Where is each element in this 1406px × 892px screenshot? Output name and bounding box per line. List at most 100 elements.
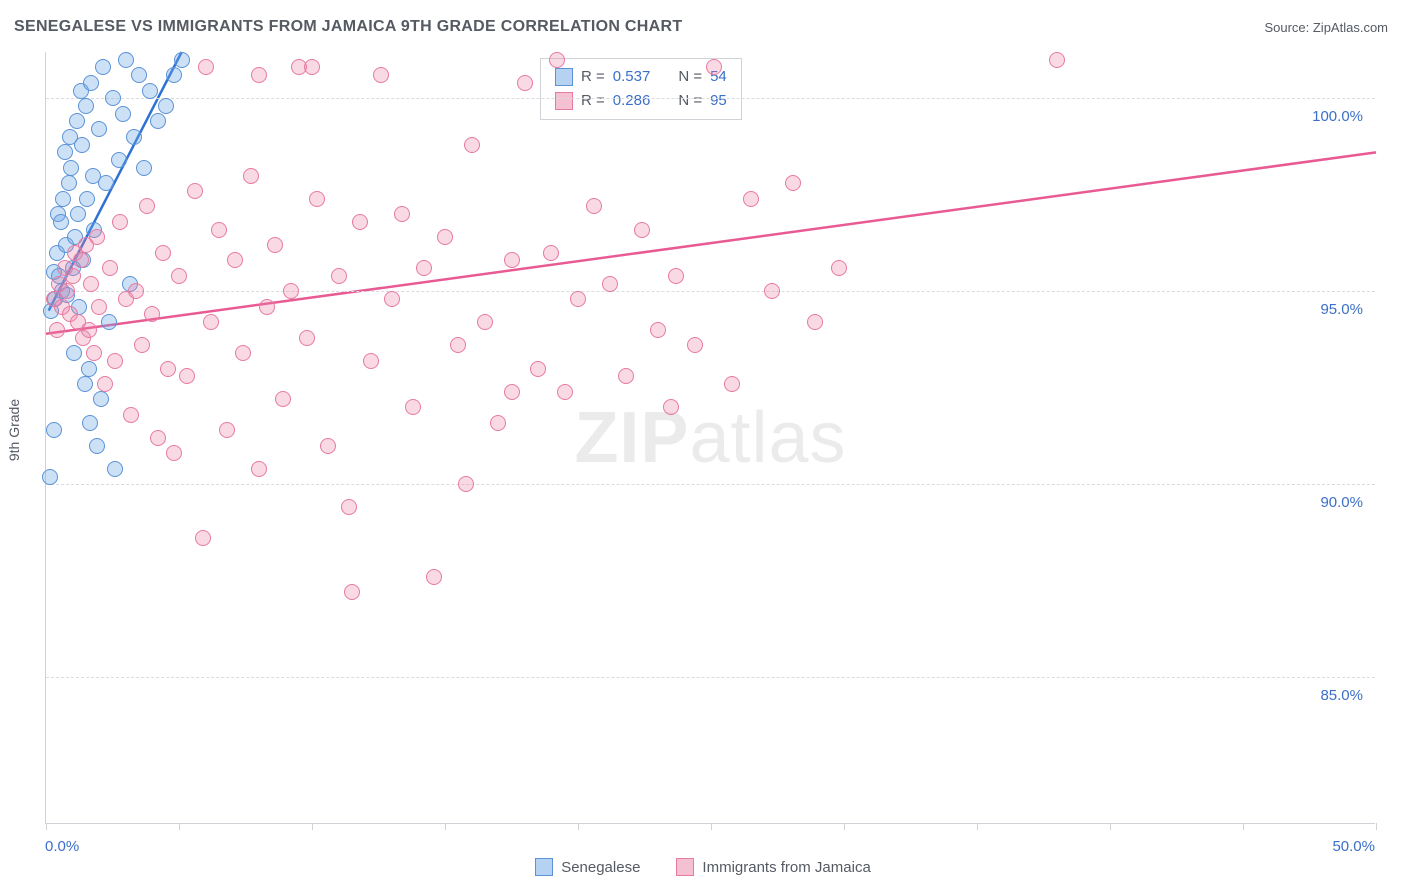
scatter-point — [1049, 52, 1065, 68]
scatter-point — [53, 214, 69, 230]
scatter-point — [211, 222, 227, 238]
scatter-point — [570, 291, 586, 307]
scatter-point — [82, 415, 98, 431]
trend-lines-layer — [46, 52, 1375, 823]
scatter-point — [101, 314, 117, 330]
scatter-point — [352, 214, 368, 230]
scatter-point — [504, 384, 520, 400]
scatter-point — [171, 268, 187, 284]
scatter-point — [105, 90, 121, 106]
scatter-point — [807, 314, 823, 330]
legend-r-label: R = — [581, 89, 605, 113]
scatter-point — [83, 75, 99, 91]
legend-series-label: Senegalese — [561, 859, 640, 876]
chart-title: SENEGALESE VS IMMIGRANTS FROM JAMAICA 9T… — [14, 18, 682, 36]
x-tick-label-min: 0.0% — [45, 838, 79, 855]
scatter-point — [320, 438, 336, 454]
scatter-point — [89, 438, 105, 454]
source-label: Source: ZipAtlas.com — [1264, 20, 1388, 35]
scatter-point — [81, 322, 97, 338]
scatter-point — [73, 252, 89, 268]
legend-n-label: N = — [678, 65, 702, 89]
legend-swatch — [555, 92, 573, 110]
scatter-point — [477, 314, 493, 330]
y-tick-label: 85.0% — [1320, 687, 1363, 704]
scatter-point — [235, 345, 251, 361]
legend-n-value: 95 — [710, 89, 727, 113]
scatter-point — [107, 461, 123, 477]
scatter-point — [251, 67, 267, 83]
legend-series-item: Immigrants from Jamaica — [676, 858, 870, 876]
legend-swatch — [676, 858, 694, 876]
x-tick — [1376, 823, 1377, 830]
scatter-point — [174, 52, 190, 68]
scatter-point — [331, 268, 347, 284]
scatter-point — [61, 175, 77, 191]
legend-row: R =0.286N =95 — [555, 89, 727, 113]
scatter-point — [70, 206, 86, 222]
scatter-point — [504, 252, 520, 268]
scatter-point — [490, 415, 506, 431]
scatter-point — [118, 52, 134, 68]
scatter-point — [309, 191, 325, 207]
legend-r-value: 0.286 — [613, 89, 651, 113]
scatter-point — [243, 168, 259, 184]
scatter-point — [155, 245, 171, 261]
legend-r-value: 0.537 — [613, 65, 651, 89]
scatter-point — [134, 337, 150, 353]
gridline-h — [46, 484, 1375, 485]
scatter-point — [77, 376, 93, 392]
scatter-point — [530, 361, 546, 377]
legend-swatch — [535, 858, 553, 876]
x-tick — [977, 823, 978, 830]
scatter-point — [517, 75, 533, 91]
scatter-point — [650, 322, 666, 338]
scatter-point — [267, 237, 283, 253]
scatter-point — [416, 260, 432, 276]
scatter-point — [743, 191, 759, 207]
x-tick — [312, 823, 313, 830]
scatter-point — [81, 361, 97, 377]
x-tick — [844, 823, 845, 830]
x-tick — [578, 823, 579, 830]
x-tick — [445, 823, 446, 830]
scatter-point — [259, 299, 275, 315]
scatter-point — [57, 144, 73, 160]
gridline-h — [46, 291, 1375, 292]
scatter-point — [203, 314, 219, 330]
scatter-point — [74, 137, 90, 153]
y-axis-label: 9th Grade — [6, 399, 22, 461]
scatter-point — [198, 59, 214, 75]
scatter-point — [384, 291, 400, 307]
scatter-point — [166, 67, 182, 83]
scatter-point — [42, 469, 58, 485]
x-tick — [179, 823, 180, 830]
legend-swatch — [555, 68, 573, 86]
scatter-point — [557, 384, 573, 400]
legend-series-item: Senegalese — [535, 858, 640, 876]
scatter-point — [78, 98, 94, 114]
x-tick — [711, 823, 712, 830]
x-tick — [1243, 823, 1244, 830]
scatter-point — [97, 376, 113, 392]
scatter-point — [283, 283, 299, 299]
scatter-point — [251, 461, 267, 477]
scatter-point — [142, 83, 158, 99]
legend-series-label: Immigrants from Jamaica — [702, 859, 870, 876]
x-tick — [1110, 823, 1111, 830]
scatter-point — [65, 268, 81, 284]
scatter-point — [618, 368, 634, 384]
scatter-point — [158, 98, 174, 114]
scatter-point — [160, 361, 176, 377]
gridline-h — [46, 98, 1375, 99]
scatter-plot-area: ZIPatlas R =0.537N =54R =0.286N =95 85.0… — [45, 52, 1375, 824]
scatter-point — [83, 276, 99, 292]
scatter-point — [115, 106, 131, 122]
scatter-point — [464, 137, 480, 153]
scatter-point — [706, 59, 722, 75]
y-tick-label: 90.0% — [1320, 494, 1363, 511]
scatter-point — [831, 260, 847, 276]
scatter-point — [363, 353, 379, 369]
scatter-point — [299, 330, 315, 346]
scatter-point — [187, 183, 203, 199]
